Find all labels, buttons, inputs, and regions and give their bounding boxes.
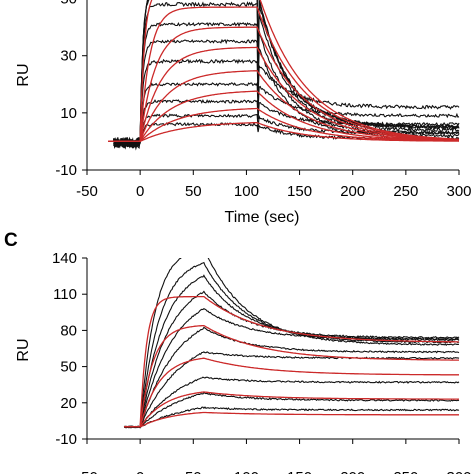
fit-curve: [108, 46, 460, 143]
y-tick-label: 50: [60, 359, 77, 376]
x-tick-label: -50: [76, 469, 98, 474]
x-tick-label: 300: [446, 183, 471, 200]
y-tick-label: 10: [60, 105, 77, 122]
fit-curve: [108, 107, 459, 143]
x-tick-label: 0: [136, 183, 144, 200]
fit-curve: [124, 391, 459, 428]
fit-curve: [124, 357, 459, 428]
observed-curve: [113, 21, 460, 149]
observed-curve: [123, 326, 460, 429]
y-tick-label: 20: [60, 395, 77, 412]
x-tick-label: 200: [340, 183, 365, 200]
observed-curve: [113, 113, 460, 148]
x-tick-label: 50: [185, 183, 202, 200]
x-tick-label: 250: [393, 469, 418, 474]
panel-top-sensorgram: RU Time (sec) -10 10 30 50 -50 0 50 100 150 200 25…: [15, 0, 472, 226]
observed-curve: [123, 376, 460, 429]
y-tick-label: 140: [52, 250, 77, 267]
plot-area: [123, 258, 460, 429]
x-tick-label: 100: [234, 469, 259, 474]
y-tick-label: 80: [60, 322, 77, 339]
x-tick-label: 100: [234, 183, 259, 200]
observed-curve: [123, 391, 460, 429]
fit-curve: [108, 6, 460, 143]
observed-curve: [113, 1, 460, 149]
fit-curve: [108, 0, 459, 143]
panel-label-c: C: [4, 230, 18, 251]
fit-curve: [108, 26, 460, 143]
top-xlabel: Time (sec): [225, 209, 300, 226]
fit-curve: [108, 121, 460, 143]
x-tick-label: 0: [136, 469, 144, 474]
top-ylabel: RU: [15, 63, 32, 86]
fit-curve: [108, 70, 459, 143]
observed-curve: [124, 351, 460, 429]
plot-area: [108, 0, 460, 151]
y-tick-label: -10: [55, 431, 77, 448]
x-tick-label: 150: [287, 183, 312, 200]
x-tick-label: 300: [446, 469, 471, 474]
y-tick-label: 30: [60, 48, 77, 65]
x-tick-label: 250: [393, 183, 418, 200]
y-tick-label: 110: [53, 286, 77, 303]
observed-curve: [113, 99, 460, 149]
observed-curve: [123, 406, 460, 429]
fit-curve: [124, 411, 459, 428]
fit-curve: [124, 324, 459, 428]
fit-curve: [124, 295, 459, 428]
x-tick-label: -50: [76, 183, 98, 200]
x-tick-label: 200: [340, 469, 365, 474]
panel-c-sensorgram: C RU -10 20 50 80 110 140 -50 0 50 100 150 200 250 30…: [4, 230, 472, 474]
x-tick-label: 150: [287, 469, 312, 474]
x-tick-label: 50: [185, 469, 202, 474]
y-tick-label: 50: [60, 0, 77, 8]
observed-curve: [124, 258, 460, 429]
y-tick-label: -10: [55, 162, 77, 179]
bottom-ylabel: RU: [15, 338, 32, 361]
fit-curve: [108, 90, 459, 143]
